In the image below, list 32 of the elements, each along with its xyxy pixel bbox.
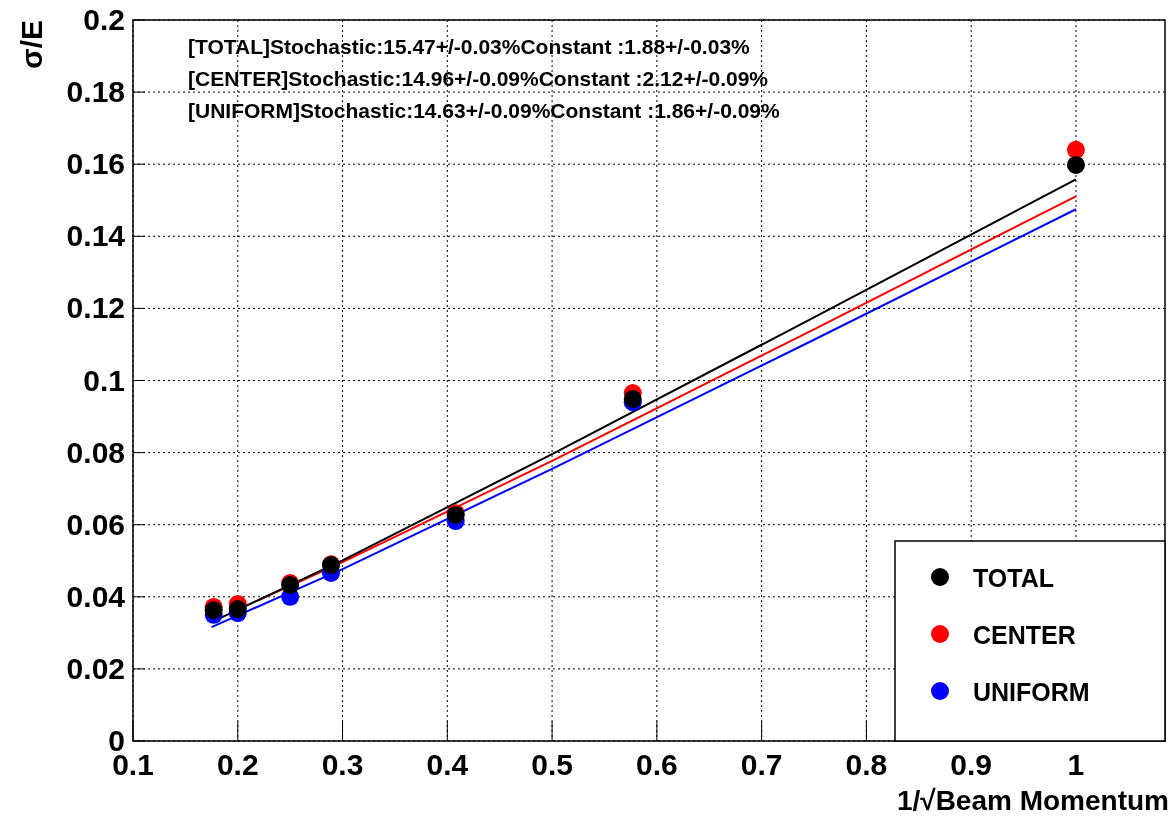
y-tick-label: 0.02 xyxy=(66,651,125,685)
x-tick-label: 0.5 xyxy=(531,748,573,781)
x-tick-label: 0.4 xyxy=(426,748,469,781)
y-tick-label: 0.1 xyxy=(83,363,125,397)
y-tick-label: 0.16 xyxy=(66,147,125,181)
point xyxy=(623,389,642,408)
x-tick-label: 0.7 xyxy=(740,748,783,781)
y-tick-label: 0.12 xyxy=(66,291,125,325)
point xyxy=(1066,140,1085,159)
annotation: [CENTER]Stochastic:14.96+/-0.09%Constant :2.12+/-0.09% xyxy=(188,67,769,90)
x-tick-label: 0.6 xyxy=(636,748,678,781)
x-tick-label: 1 xyxy=(1067,748,1085,781)
annotation: [TOTAL]Stochastic:15.47+/-0.03%Constant :1.88+/-0.03% xyxy=(188,35,751,58)
x-tick-label: 0.9 xyxy=(950,748,993,781)
legend-label: TOTAL xyxy=(973,564,1055,592)
y-tick-label: 0.08 xyxy=(66,435,125,469)
x-tick-label: 0.2 xyxy=(216,748,259,781)
y-tick-label: 0.18 xyxy=(66,75,125,109)
y-tick-label: 0.14 xyxy=(66,219,126,253)
y-tick-label: 0.06 xyxy=(66,507,125,541)
x-axis-title: 1/√Beam Momentum xyxy=(896,785,1169,816)
y-tick-label: 0.04 xyxy=(66,579,126,613)
y-tick-label: 0.2 xyxy=(83,3,125,36)
point xyxy=(228,600,247,619)
annotation: [UNIFORM]Stochastic:14.63+/-0.09%Constant :1.86+/-0.09% xyxy=(188,99,781,122)
legend-label: UNIFORM xyxy=(973,678,1090,706)
point xyxy=(1066,155,1085,174)
x-tick-label: 0.8 xyxy=(845,748,888,781)
x-tick-label: 0.3 xyxy=(321,748,364,781)
point xyxy=(204,601,223,620)
legend-label: CENTER xyxy=(973,621,1076,649)
y-axis-title: σ/E xyxy=(15,20,48,69)
